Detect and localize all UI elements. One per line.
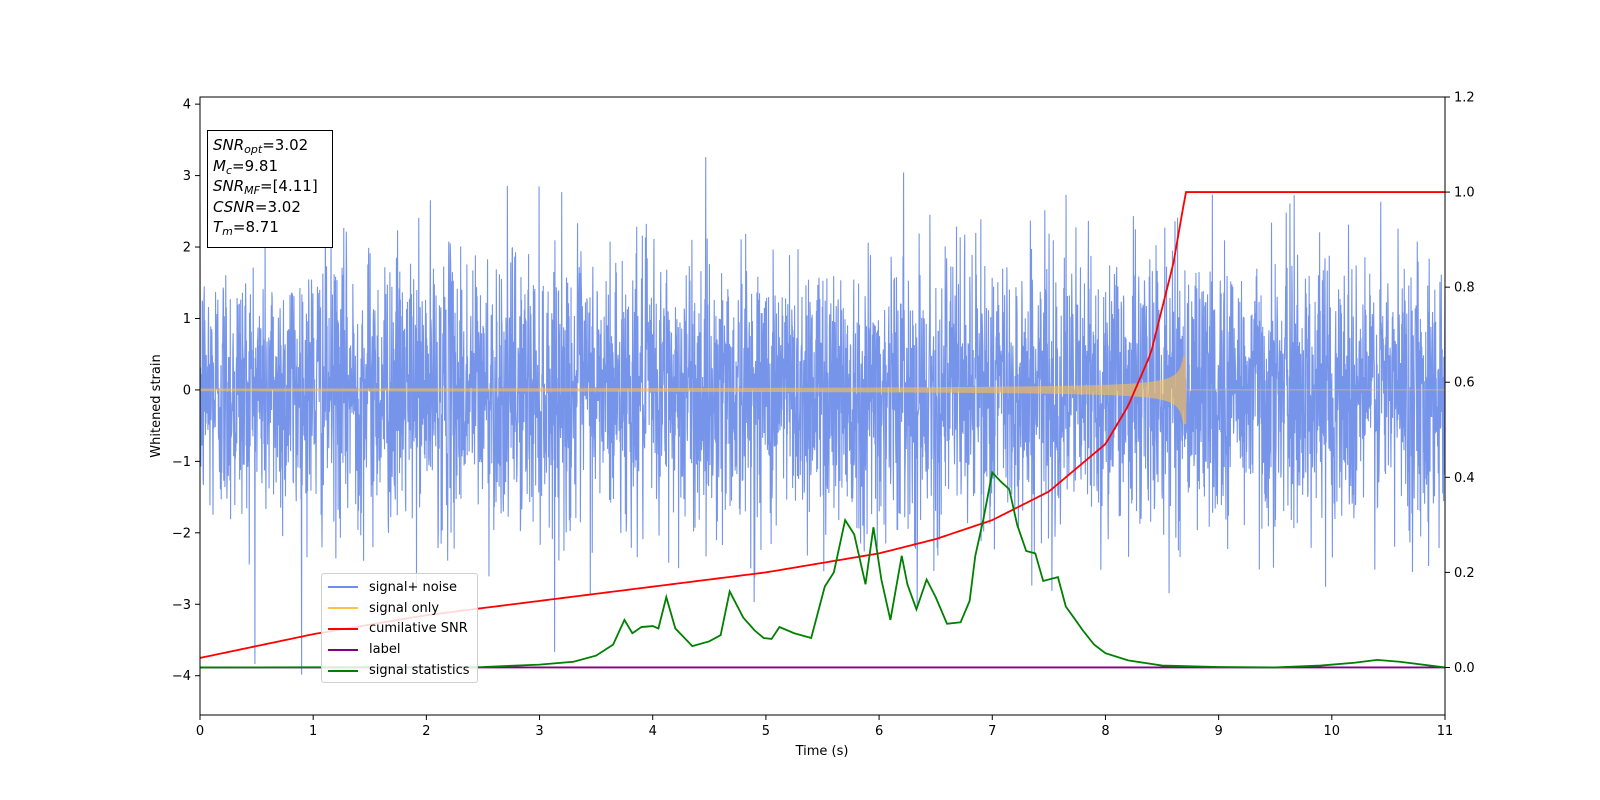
x-axis-label: Time (s) — [795, 744, 849, 759]
legend: signal+ noise signal only cumilative SNR… — [321, 573, 478, 683]
series-signal-noise — [200, 157, 1445, 675]
y-left-tick-label-6: 2 — [183, 241, 191, 256]
x-tick-label-5: 5 — [762, 724, 770, 739]
x-tick-label-2: 2 — [422, 724, 430, 739]
y-left-tick-label-4: 0 — [183, 383, 191, 398]
y-axis-right: 0.0 0.2 0.4 0.6 0.8 1.0 1.2 — [1445, 91, 1475, 676]
snr-opt-line: SNRopt=3.02 — [213, 136, 309, 156]
legend-item-signal-noise: signal+ noise — [328, 577, 471, 598]
x-axis: 0 1 2 3 4 5 6 7 8 9 10 11 — [196, 715, 1453, 739]
y-left-tick-label-2: −2 — [172, 526, 191, 541]
legend-item-cumulative-snr: cumilative SNR — [328, 619, 471, 640]
y-right-tick-label-0: 0.0 — [1454, 661, 1475, 676]
x-tick-label-6: 6 — [875, 724, 883, 739]
x-tick-label-8: 8 — [1101, 724, 1109, 739]
y-right-tick-label-4: 0.8 — [1454, 281, 1475, 296]
snr-mf-line: SNRMF=[4.11] — [213, 177, 318, 197]
x-tick-label-9: 9 — [1214, 724, 1222, 739]
legend-item-signal-only: signal only — [328, 598, 471, 619]
y-left-tick-label-0: −4 — [172, 669, 191, 684]
y-axis-label: Whitened strain — [149, 354, 164, 457]
legend-swatch-signal-statistics — [328, 669, 358, 672]
y-left-tick-label-1: −3 — [172, 598, 191, 613]
x-tick-label-4: 4 — [649, 724, 657, 739]
x-tick-label-1: 1 — [309, 724, 317, 739]
y-right-tick-label-5: 1.0 — [1454, 186, 1475, 201]
stats-info-box: SNRopt=3.02 Mc=9.81 SNRMF=[4.11] CSNR=3.… — [207, 130, 333, 248]
y-right-tick-label-1: 0.2 — [1454, 566, 1475, 581]
x-tick-label-11: 11 — [1437, 724, 1454, 739]
x-tick-label-10: 10 — [1324, 724, 1341, 739]
y-left-tick-label-5: 1 — [183, 312, 191, 327]
series-signal-statistics — [200, 470, 1445, 669]
series-signal-only — [200, 355, 1445, 425]
y-left-tick-label-3: −1 — [172, 455, 191, 470]
y-right-tick-label-2: 0.4 — [1454, 471, 1475, 486]
x-tick-label-7: 7 — [988, 724, 996, 739]
y-axis-left: −4 −3 −2 −1 0 1 2 3 4 — [172, 98, 200, 684]
chirp-mass-line: Mc=9.81 — [213, 156, 278, 177]
y-left-tick-label-7: 3 — [183, 169, 191, 184]
legend-swatch-signal-only — [328, 607, 358, 610]
legend-swatch-cumulative-snr — [328, 627, 358, 630]
legend-swatch-label — [328, 648, 358, 651]
legend-item-signal-statistics: signal statistics — [328, 660, 471, 681]
legend-item-label: label — [328, 639, 471, 660]
y-right-tick-label-6: 1.2 — [1454, 91, 1475, 106]
x-tick-label-3: 3 — [535, 724, 543, 739]
y-right-tick-label-3: 0.6 — [1454, 376, 1475, 391]
plot-frame — [199, 96, 1446, 716]
legend-swatch-signal-noise — [328, 586, 358, 589]
y-left-tick-label-8: 4 — [183, 98, 191, 113]
x-tick-label-0: 0 — [196, 724, 204, 739]
merger-time-line: Tm=8.71 — [213, 218, 279, 238]
csnr-line: CSNR=3.02 — [213, 197, 301, 216]
